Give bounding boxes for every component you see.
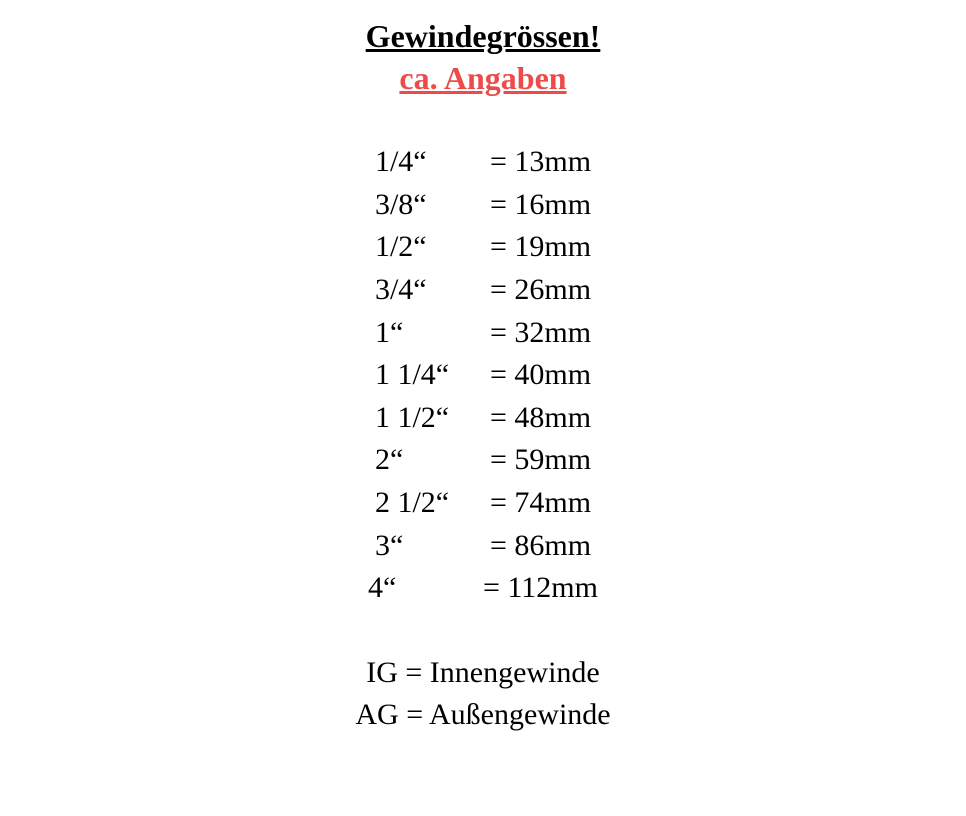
page-title: Gewindegrössen! — [366, 16, 601, 58]
table-row: 1 1/2“= 48mm — [375, 397, 591, 440]
mm-value: = 74mm — [490, 482, 591, 525]
mm-value: = 16mm — [490, 184, 591, 227]
mm-value: = 59mm — [490, 439, 591, 482]
size-value: 2 1/2“ — [375, 482, 490, 525]
table-row: 3“= 86mm — [375, 525, 591, 568]
size-value: 1/4“ — [375, 141, 490, 184]
table-row: 3/4“= 26mm — [375, 269, 591, 312]
size-value: 1 1/2“ — [375, 397, 490, 440]
size-value: 2“ — [375, 439, 490, 482]
mm-value: = 48mm — [490, 397, 591, 440]
legend-line-ig: IG = Innengewinde — [366, 652, 600, 695]
mm-value: = 19mm — [490, 226, 591, 269]
table-row: 2“= 59mm — [375, 439, 591, 482]
mm-value: = 86mm — [490, 525, 591, 568]
table-row: 1/2“= 19mm — [375, 226, 591, 269]
size-value: 3“ — [375, 525, 490, 568]
mm-value: = 40mm — [490, 354, 591, 397]
mm-value: = 26mm — [490, 269, 591, 312]
table-row: 1/4“= 13mm — [375, 141, 591, 184]
mm-value: = 13mm — [490, 141, 591, 184]
thread-size-table: 1/4“= 13mm3/8“= 16mm1/2“= 19mm3/4“= 26mm… — [368, 141, 598, 610]
mm-value: = 112mm — [483, 567, 598, 610]
table-row: 3/8“= 16mm — [375, 184, 591, 227]
page-subtitle: ca. Angaben — [399, 58, 566, 100]
size-value: 1/2“ — [375, 226, 490, 269]
table-row: 2 1/2“= 74mm — [375, 482, 591, 525]
size-value: 4“ — [368, 567, 483, 610]
mm-value: = 32mm — [490, 312, 591, 355]
size-value: 1“ — [375, 312, 490, 355]
legend: IG = Innengewinde AG = Außengewinde — [355, 652, 610, 737]
size-value: 1 1/4“ — [375, 354, 490, 397]
size-value: 3/4“ — [375, 269, 490, 312]
table-row: 4“= 112mm — [368, 567, 598, 610]
table-row: 1 1/4“= 40mm — [375, 354, 591, 397]
legend-line-ag: AG = Außengewinde — [355, 694, 610, 737]
table-row: 1“= 32mm — [375, 312, 591, 355]
size-value: 3/8“ — [375, 184, 490, 227]
